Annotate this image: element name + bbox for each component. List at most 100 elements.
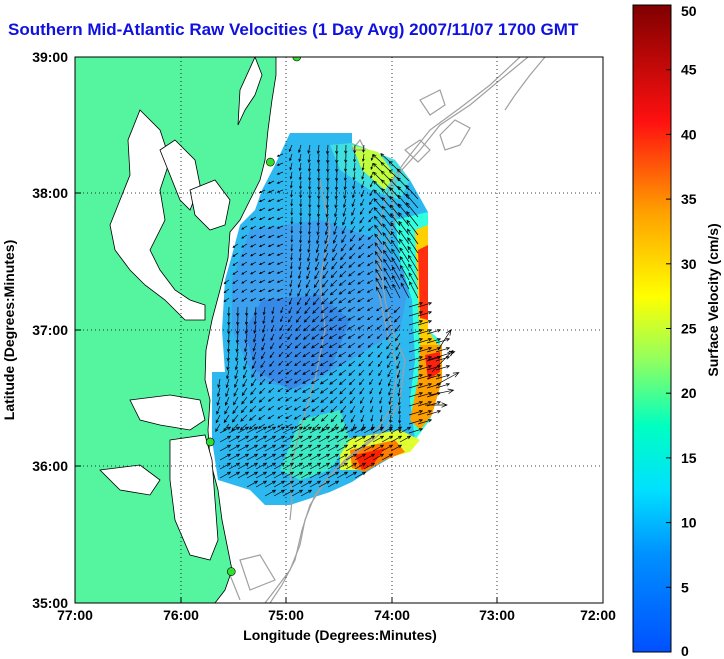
velocity-vector <box>374 224 383 236</box>
velocity-vector <box>276 288 284 292</box>
velocity-vector <box>215 414 221 424</box>
velocity-vector <box>319 333 329 340</box>
velocity-vector <box>255 444 268 452</box>
velocity-vector <box>241 261 248 266</box>
velocity-vector <box>336 426 349 434</box>
velocity-vector <box>219 462 232 470</box>
velocity-vector <box>347 315 356 321</box>
velocity-vector <box>408 427 424 434</box>
x-tick-label: 77:00 <box>57 607 93 623</box>
velocity-vector <box>341 225 347 235</box>
velocity-vector <box>288 297 293 306</box>
velocity-vector <box>370 405 374 413</box>
colorbar-gradient <box>632 4 672 653</box>
velocity-vector <box>249 396 257 404</box>
velocity-vector <box>228 444 241 452</box>
velocity-vector <box>382 214 392 227</box>
velocity-vector <box>253 306 258 317</box>
velocity-vector <box>235 342 239 353</box>
velocity-vector <box>234 369 239 380</box>
velocity-vector <box>319 351 329 357</box>
velocity-vector <box>240 414 248 422</box>
velocity-vector <box>368 216 374 223</box>
velocity-vector <box>315 243 320 254</box>
velocity-vector <box>308 207 312 218</box>
velocity-vector <box>253 333 257 343</box>
velocity-vector <box>262 315 266 325</box>
velocity-vector <box>329 306 338 313</box>
velocity-vector <box>226 342 231 353</box>
velocity-vector <box>381 196 392 209</box>
velocity-vector <box>282 489 295 497</box>
velocity-vector <box>248 414 257 421</box>
colorbar-tick-label: 25 <box>681 321 697 337</box>
velocity-vector <box>264 444 277 452</box>
velocity-vector <box>246 453 259 461</box>
velocity-vector <box>267 189 275 193</box>
velocity-vector <box>370 414 374 423</box>
velocity-vector <box>377 342 383 349</box>
velocity-vector <box>362 144 365 153</box>
x-axis: 77:00 76:00 75:00 74:00 73:00 72:00 Long… <box>57 597 616 643</box>
radar-station-marker <box>205 437 215 447</box>
velocity-vector <box>307 252 311 262</box>
velocity-vector <box>264 489 277 497</box>
velocity-vector <box>282 453 295 461</box>
velocity-vector <box>237 471 250 479</box>
velocity-vector <box>277 387 284 392</box>
y-tick-label: 38:00 <box>32 185 68 201</box>
velocity-vector <box>293 369 302 375</box>
velocity-vector <box>369 378 374 386</box>
velocity-vector <box>282 462 295 470</box>
velocity-vector <box>223 414 230 424</box>
velocity-vector <box>267 216 275 220</box>
velocity-vector <box>347 306 356 312</box>
velocity-vector <box>396 168 410 182</box>
velocity-vector <box>327 471 340 479</box>
velocity-vector <box>353 144 357 154</box>
velocity-vector <box>285 387 293 393</box>
velocity-vector <box>367 342 374 348</box>
velocity-vector <box>354 426 367 434</box>
velocity-vector <box>267 261 275 265</box>
velocity-vector <box>348 360 356 367</box>
velocity-vector <box>338 342 347 348</box>
velocity-vector <box>334 171 339 182</box>
velocity-vector <box>328 324 338 331</box>
velocity-vector <box>318 480 331 488</box>
velocity-vector <box>363 453 376 461</box>
velocity-vector <box>217 378 221 389</box>
velocity-vector <box>340 405 347 414</box>
velocity-vector <box>366 306 374 311</box>
velocity-vector <box>231 414 239 423</box>
velocity-vector <box>417 310 433 317</box>
velocity-vector <box>237 426 250 434</box>
velocity-vector <box>287 333 293 341</box>
velocity-vector <box>338 378 347 386</box>
velocity-vector <box>336 462 349 470</box>
velocity-vector <box>417 346 433 353</box>
grid-lines <box>75 57 603 603</box>
velocity-vector <box>302 387 311 393</box>
velocity-vector <box>359 387 365 395</box>
velocity-vector <box>267 252 275 256</box>
velocity-vector <box>347 342 356 348</box>
velocity-vector <box>267 396 275 402</box>
velocity-vector <box>327 444 340 452</box>
colorbar-tick-label: 30 <box>681 256 697 272</box>
velocity-vector <box>318 471 331 479</box>
velocity-vector <box>379 396 383 404</box>
velocity-vector <box>268 369 275 376</box>
velocity-vector <box>258 252 266 257</box>
velocity-vector <box>387 369 392 378</box>
velocity-vector <box>338 288 347 295</box>
velocity-vector <box>345 453 358 461</box>
velocity-vector <box>258 207 266 212</box>
velocity-vector <box>426 409 442 416</box>
velocity-vector <box>384 285 392 299</box>
velocity-vector <box>294 342 302 349</box>
velocity-vector <box>226 360 230 371</box>
velocity-vector <box>246 471 259 479</box>
velocity-vector <box>309 480 322 488</box>
velocity-vector <box>303 324 311 332</box>
